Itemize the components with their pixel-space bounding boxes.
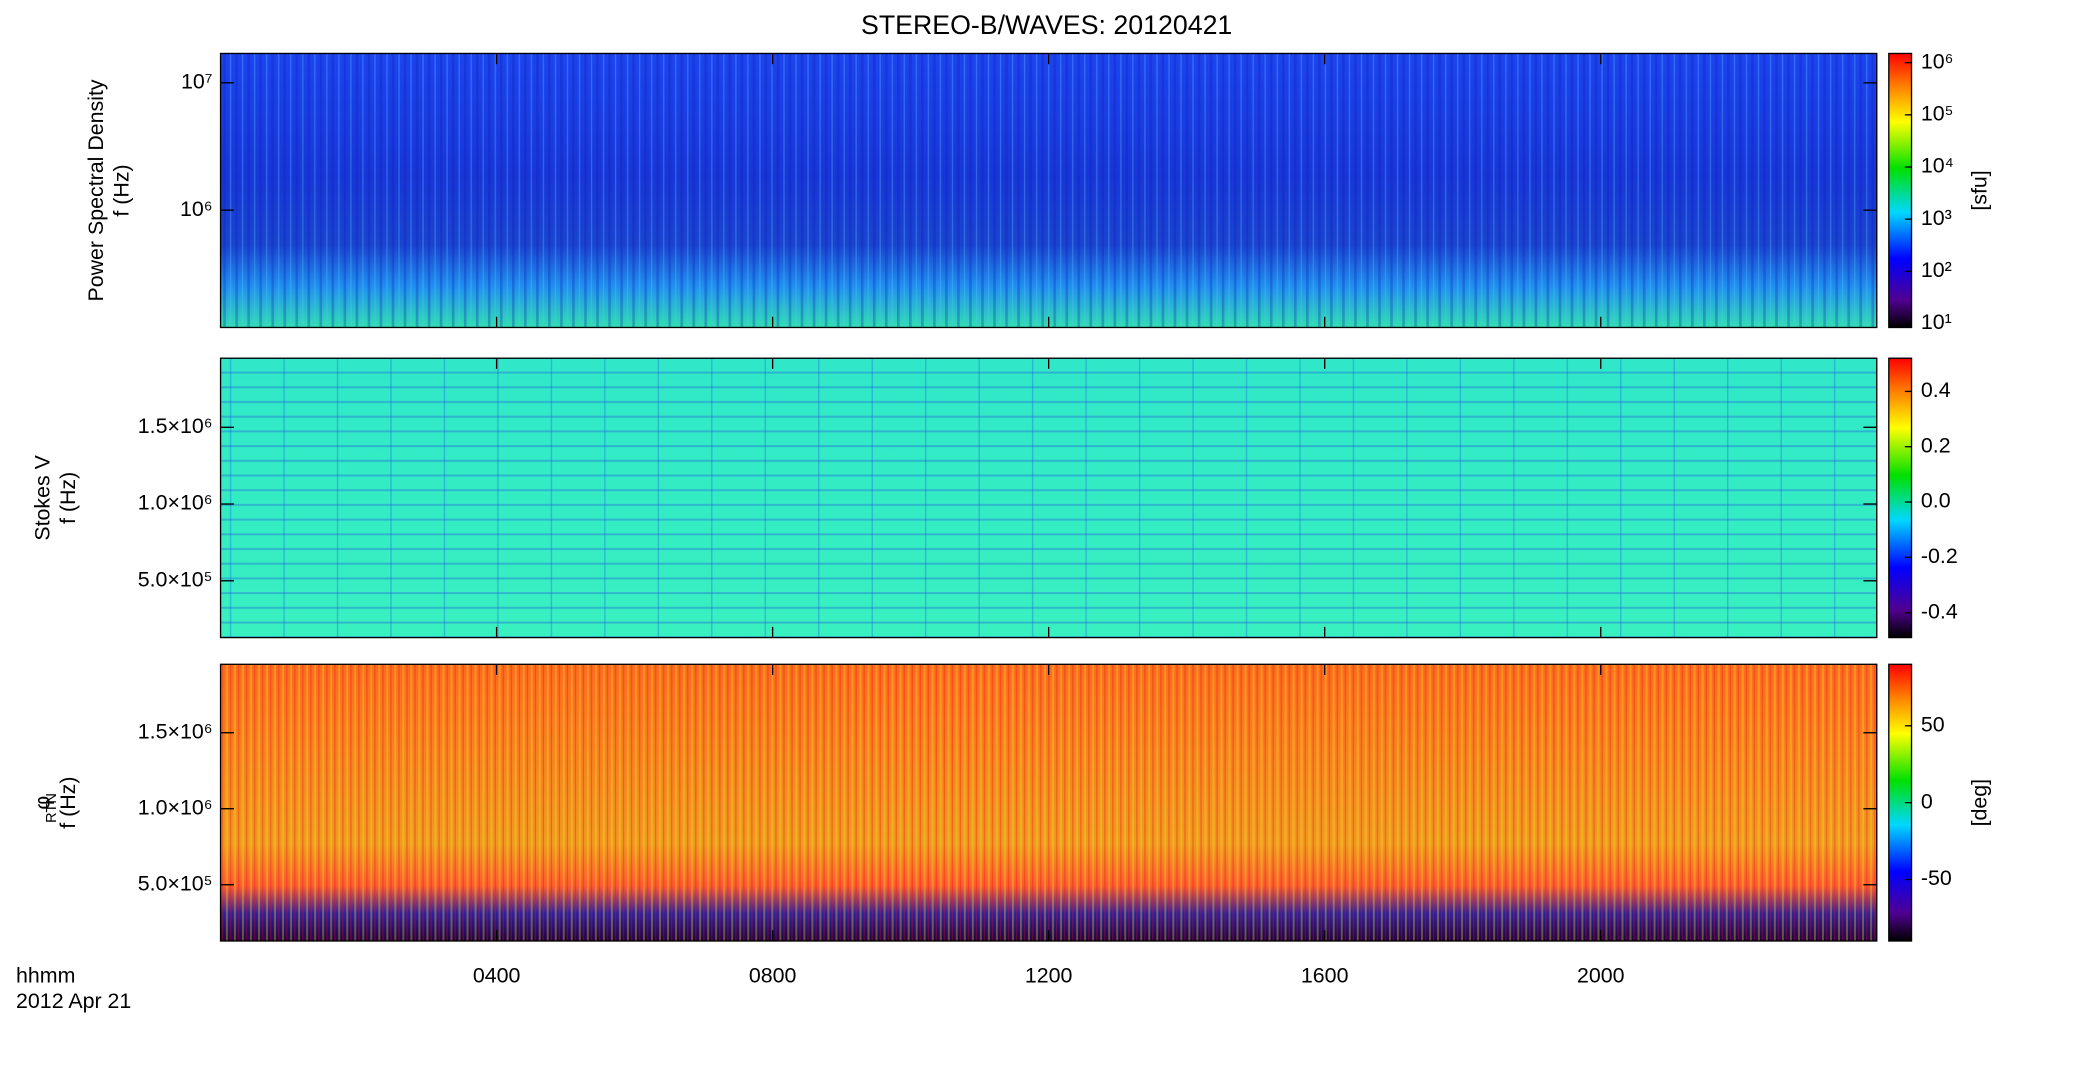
date-label: 2012 Apr 21 — [16, 989, 131, 1013]
colorbar-label: [sfu] — [1968, 170, 1992, 210]
colorbar — [1888, 357, 1913, 639]
y-tick-label: 10⁷ — [181, 69, 213, 93]
colorbar-tick-label: 50 — [1921, 712, 1945, 736]
y-axis-label-sub: RTN — [44, 793, 60, 823]
spectrogram-texture — [220, 358, 1877, 638]
x-tick-label: 1200 — [1025, 964, 1073, 988]
colorbar-tick-label: 10⁶ — [1921, 49, 1954, 73]
y-tick-label: 1.0×10⁶ — [138, 491, 213, 515]
y-tick-label: 1.5×10⁶ — [138, 414, 213, 438]
y-axis-label: f (Hz) — [56, 472, 80, 524]
y-tick-label: 10⁶ — [180, 197, 213, 221]
colorbar-tick-label: 0.0 — [1921, 489, 1951, 513]
colorbar-tick-label: -0.2 — [1921, 544, 1958, 568]
y-axis-label: Power Spectral Density — [84, 79, 108, 301]
colorbar-tick-label: 10⁵ — [1921, 101, 1954, 125]
colorbar-tick-label: 0.4 — [1921, 378, 1951, 402]
colorbar-tick-label: 0.2 — [1921, 433, 1951, 457]
colorbar-tick-label: 10⁴ — [1921, 154, 1954, 178]
chart-title: STEREO-B/WAVES: 20120421 — [861, 10, 1232, 40]
x-tick-label: 0800 — [749, 964, 797, 988]
x-tick-label: 1600 — [1301, 964, 1349, 988]
colorbar-tick-label: 10² — [1921, 258, 1952, 282]
colorbar-tick-label: -50 — [1921, 866, 1952, 890]
y-axis-label: Stokes V — [31, 454, 55, 540]
colorbar-tick-label: 10¹ — [1921, 310, 1952, 334]
colorbar-tick-label: -0.4 — [1921, 599, 1958, 623]
y-tick-label: 5.0×10⁵ — [138, 567, 213, 591]
y-tick-label: 5.0×10⁵ — [138, 871, 213, 895]
y-tick-label: 1.0×10⁶ — [138, 795, 213, 819]
y-axis-label: f (Hz) — [110, 164, 134, 216]
x-tick-label: 0400 — [473, 964, 521, 988]
colorbar — [1888, 52, 1913, 329]
x-tick-label: 2000 — [1577, 964, 1625, 988]
y-axis-label: φ — [31, 796, 55, 810]
colorbar-tick-label: 10³ — [1921, 206, 1952, 230]
spectrogram-texture — [220, 664, 1877, 941]
y-axis-label: f (Hz) — [56, 777, 80, 829]
colorbar-label: [deg] — [1968, 779, 1992, 827]
y-tick-label: 1.5×10⁶ — [138, 719, 213, 743]
spectrogram-texture — [220, 53, 1877, 328]
x-axis-label: hhmm — [16, 964, 75, 988]
colorbar-tick-label: 0 — [1921, 789, 1933, 813]
